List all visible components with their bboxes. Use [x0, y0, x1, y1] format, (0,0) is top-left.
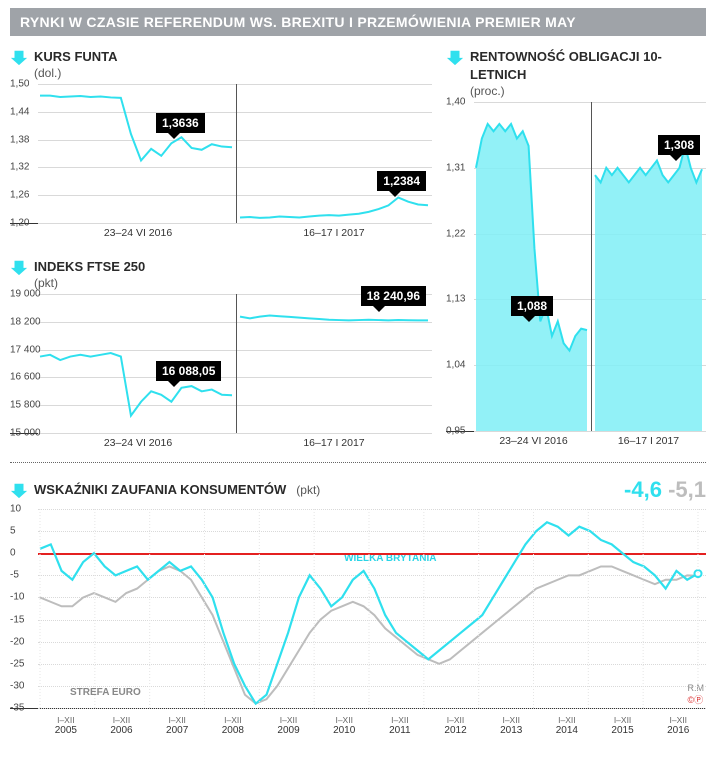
value-flag: 16 088,05	[156, 361, 221, 381]
gbp-unit: (dol.)	[34, 66, 118, 80]
arrow-down-icon	[10, 48, 28, 66]
uk-value: -4,6	[624, 477, 662, 502]
bond-chart: RENTOWNOŚĆ OBLIGACJI 10-LETNICH (proc.) …	[446, 48, 706, 432]
value-flag: 18 240,96	[361, 286, 426, 306]
value-flag: 1,308	[658, 135, 700, 155]
x-range-label: 16–17 I 2017	[618, 435, 679, 447]
year-label: I–XII2016	[650, 715, 706, 736]
ftse-title: INDEKS FTSE 250	[34, 259, 145, 274]
gbp-title: KURS FUNTA	[34, 49, 118, 64]
confidence-unit: (pkt)	[296, 483, 320, 497]
year-label: I–XII2005	[38, 715, 94, 736]
x-range-label: 16–17 I 2017	[303, 437, 364, 449]
gbp-chart: KURS FUNTA (dol.) 1,201,261,321,381,441,…	[10, 48, 432, 224]
value-flag: 1,088	[511, 296, 553, 316]
year-label: I–XII2009	[261, 715, 317, 736]
ftse-chart: INDEKS FTSE 250 (pkt) 15 00015 80016 600…	[10, 258, 432, 434]
year-label: I–XII2006	[94, 715, 150, 736]
x-range-label: 23–24 VI 2016	[104, 227, 172, 239]
year-label: I–XII2015	[595, 715, 651, 736]
arrow-down-icon	[446, 48, 464, 66]
ftse-unit: (pkt)	[34, 276, 145, 290]
x-range-label: 23–24 VI 2016	[104, 437, 172, 449]
year-label: I–XII2013	[483, 715, 539, 736]
euro-value: -5,1	[668, 477, 706, 502]
year-label: I–XII2014	[539, 715, 595, 736]
year-label: I–XII2007	[149, 715, 205, 736]
value-flag: 1,3636	[156, 113, 205, 133]
bond-unit: (proc.)	[470, 84, 706, 98]
confidence-chart: WSKAŹNIKI ZAUFANIA KONSUMENTÓW (pkt) -4,…	[10, 477, 706, 741]
bond-title: RENTOWNOŚĆ OBLIGACJI 10-LETNICH	[470, 49, 662, 82]
x-range-label: 16–17 I 2017	[303, 227, 364, 239]
arrow-down-icon	[10, 481, 28, 499]
year-label: I–XII2008	[205, 715, 261, 736]
year-label: I–XII2011	[372, 715, 428, 736]
value-flag: 1,2384	[377, 171, 426, 191]
year-label: I–XII2010	[316, 715, 372, 736]
confidence-title: WSKAŹNIKI ZAUFANIA KONSUMENTÓW	[34, 482, 286, 498]
x-range-label: 23–24 VI 2016	[499, 435, 567, 447]
page-title: RYNKI W CZASIE REFERENDUM WS. BREXITU I …	[10, 8, 706, 36]
arrow-down-icon	[10, 258, 28, 276]
year-label: I–XII2012	[428, 715, 484, 736]
